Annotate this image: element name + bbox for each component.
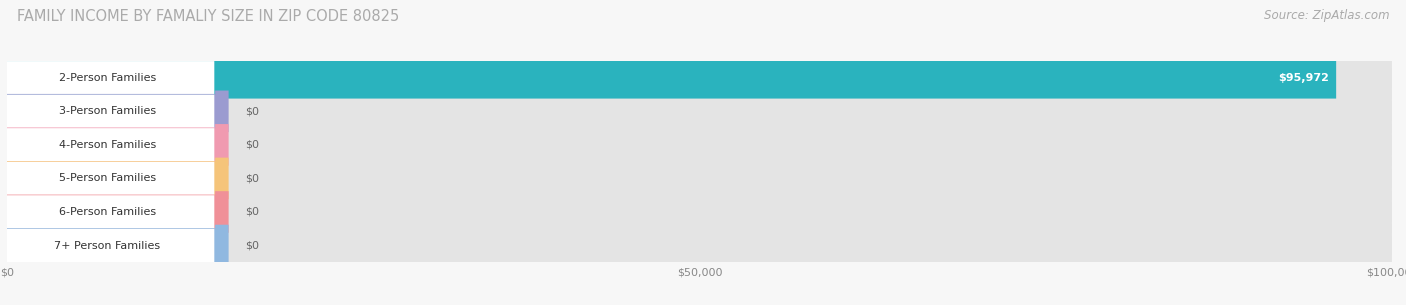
FancyBboxPatch shape [7,57,1392,99]
Text: $0: $0 [245,140,259,150]
FancyBboxPatch shape [7,57,1336,99]
FancyBboxPatch shape [7,225,1392,266]
Text: $0: $0 [245,207,259,217]
FancyBboxPatch shape [7,91,229,132]
FancyBboxPatch shape [0,128,215,162]
FancyBboxPatch shape [7,191,229,233]
FancyBboxPatch shape [0,161,215,196]
Text: 5-Person Families: 5-Person Families [59,174,156,183]
FancyBboxPatch shape [0,228,215,263]
FancyBboxPatch shape [7,191,1392,233]
Text: 4-Person Families: 4-Person Families [59,140,156,150]
Text: 3-Person Families: 3-Person Families [59,106,156,116]
FancyBboxPatch shape [7,124,229,166]
Text: 2-Person Families: 2-Person Families [59,73,156,83]
FancyBboxPatch shape [0,61,215,95]
FancyBboxPatch shape [7,158,229,199]
FancyBboxPatch shape [7,124,1392,166]
FancyBboxPatch shape [0,94,215,128]
Text: $0: $0 [245,174,259,183]
FancyBboxPatch shape [7,91,1392,132]
Text: $0: $0 [245,106,259,116]
Text: 6-Person Families: 6-Person Families [59,207,156,217]
Text: FAMILY INCOME BY FAMALIY SIZE IN ZIP CODE 80825: FAMILY INCOME BY FAMALIY SIZE IN ZIP COD… [17,9,399,24]
Text: 7+ Person Families: 7+ Person Families [55,241,160,250]
Text: $95,972: $95,972 [1278,73,1329,83]
FancyBboxPatch shape [7,158,1392,199]
Text: $0: $0 [245,241,259,250]
FancyBboxPatch shape [7,225,229,266]
Text: Source: ZipAtlas.com: Source: ZipAtlas.com [1264,9,1389,22]
FancyBboxPatch shape [0,195,215,229]
